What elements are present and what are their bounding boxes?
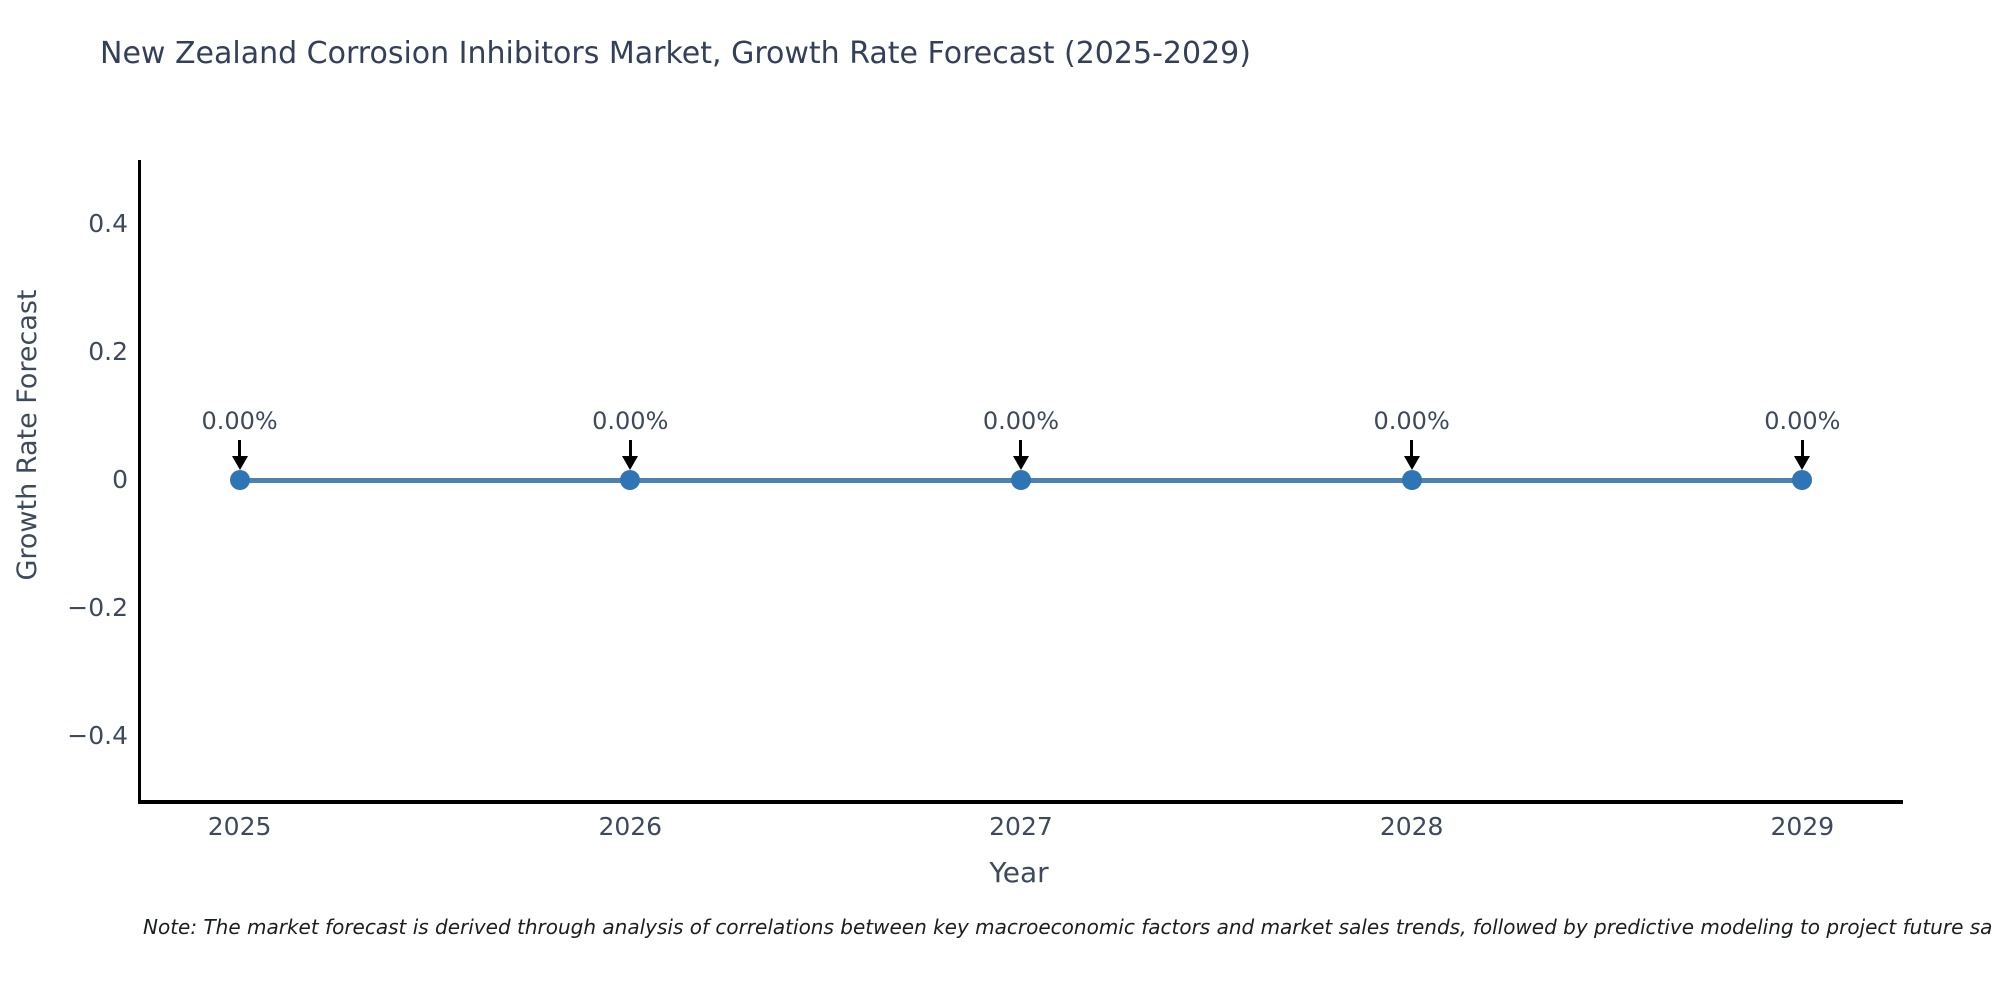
point-annotation-label: 0.00% (201, 407, 278, 435)
footnote: Note: The market forecast is derived thr… (143, 915, 1993, 939)
annotation-arrow (238, 440, 242, 458)
chart-title: New Zealand Corrosion Inhibitors Market,… (100, 36, 1251, 71)
y-tick-label: −0.4 (67, 721, 128, 750)
x-tick-label: 2027 (989, 812, 1053, 841)
y-axis-label: Growth Rate Forecast (12, 289, 43, 581)
plot-area (138, 160, 1903, 804)
annotation-arrow (1800, 440, 1804, 458)
down-arrow-icon (622, 456, 639, 470)
point-annotation-label: 0.00% (1764, 407, 1841, 435)
down-arrow-icon (231, 456, 248, 470)
x-tick-label: 2026 (598, 812, 663, 841)
down-arrow-icon (1012, 456, 1029, 470)
data-point-marker (1792, 470, 1813, 490)
point-annotation-label: 0.00% (592, 407, 669, 435)
y-tick-label: −0.2 (67, 593, 128, 622)
annotation-arrow (1410, 440, 1414, 458)
x-tick-label: 2029 (1770, 812, 1835, 841)
annotation-arrow (1019, 440, 1023, 458)
point-annotation-label: 0.00% (1373, 407, 1450, 435)
point-annotation-label: 0.00% (982, 407, 1060, 435)
data-point-marker (1401, 470, 1422, 490)
x-tick-label: 2028 (1379, 812, 1444, 841)
data-point-marker (620, 470, 641, 490)
x-tick-label: 2025 (207, 812, 272, 841)
y-tick-label: 0.4 (88, 209, 128, 238)
down-arrow-icon (1794, 456, 1811, 470)
y-tick-label: 0 (112, 465, 128, 494)
data-point-marker (1010, 470, 1031, 490)
x-axis-label: Year (989, 856, 1049, 889)
annotation-arrow (628, 440, 632, 458)
data-point-marker (229, 470, 250, 490)
down-arrow-icon (1403, 456, 1420, 470)
y-tick-label: 0.2 (88, 337, 128, 366)
